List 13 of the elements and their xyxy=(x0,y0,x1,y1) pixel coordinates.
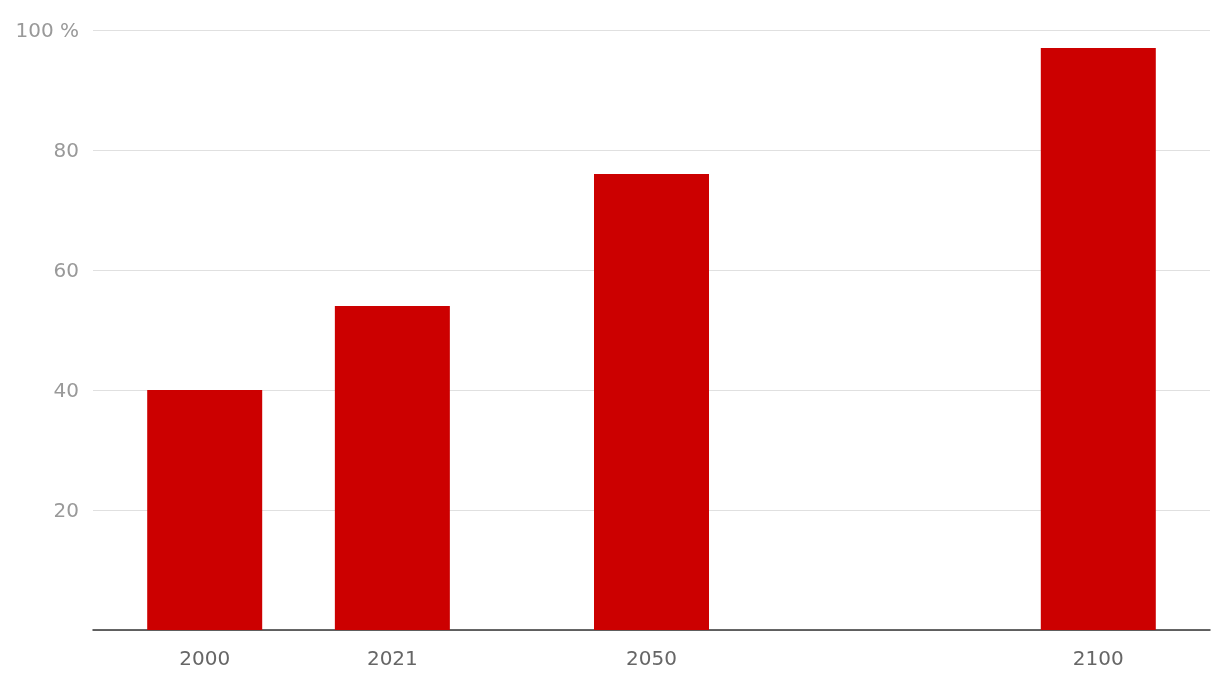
bar xyxy=(1040,48,1156,630)
y-tick-label: 20 xyxy=(53,498,79,522)
x-tick-label: 2021 xyxy=(366,646,418,670)
x-tick-label: 2000 xyxy=(179,646,231,670)
y-tick-label: 40 xyxy=(53,378,79,402)
y-tick-label: 60 xyxy=(53,258,79,282)
y-tick-label: 80 xyxy=(53,138,79,162)
x-tick-label: 2100 xyxy=(1072,646,1124,670)
bar xyxy=(594,174,709,630)
x-tick-label: 2050 xyxy=(626,646,677,670)
bar xyxy=(147,390,263,630)
bar xyxy=(334,306,450,630)
y-tick-label: 100 % xyxy=(15,18,79,42)
